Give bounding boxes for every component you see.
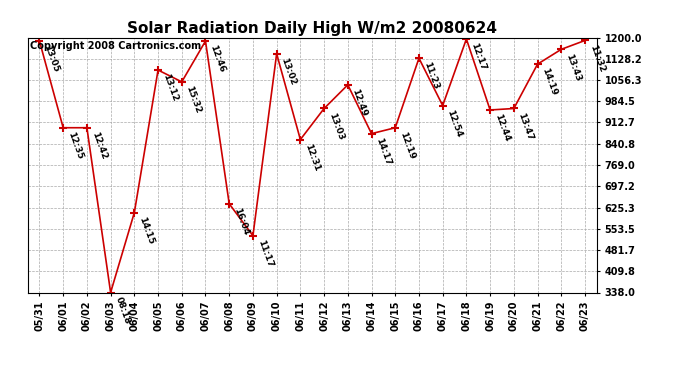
Text: 13:47: 13:47 [517, 111, 535, 141]
Title: Solar Radiation Daily High W/m2 20080624: Solar Radiation Daily High W/m2 20080624 [127, 21, 497, 36]
Text: Copyright 2008 Cartronics.com: Copyright 2008 Cartronics.com [30, 41, 201, 51]
Text: 12:19: 12:19 [398, 130, 416, 160]
Text: 13:05: 13:05 [42, 44, 61, 74]
Text: 12:49: 12:49 [351, 88, 369, 118]
Text: 12:31: 12:31 [303, 142, 322, 172]
Text: 13:43: 13:43 [564, 52, 582, 82]
Text: 16:04: 16:04 [232, 207, 250, 237]
Text: 14:19: 14:19 [540, 67, 559, 97]
Text: 11:23: 11:23 [422, 61, 440, 91]
Text: 11:32: 11:32 [588, 43, 606, 73]
Text: 14:17: 14:17 [374, 136, 393, 166]
Text: 12:46: 12:46 [208, 44, 226, 74]
Text: 11:17: 11:17 [256, 238, 274, 268]
Text: 12:35: 12:35 [66, 130, 84, 160]
Text: 15:32: 15:32 [184, 85, 203, 115]
Text: 13:02: 13:02 [279, 57, 297, 86]
Text: 12:17: 12:17 [469, 42, 487, 72]
Text: 12:42: 12:42 [90, 130, 108, 160]
Text: 12:44: 12:44 [493, 113, 511, 143]
Text: 13:12: 13:12 [161, 73, 179, 103]
Text: 13:03: 13:03 [327, 111, 345, 141]
Text: 14:15: 14:15 [137, 215, 155, 246]
Text: 08:18: 08:18 [113, 295, 132, 325]
Text: 12:54: 12:54 [446, 108, 464, 138]
